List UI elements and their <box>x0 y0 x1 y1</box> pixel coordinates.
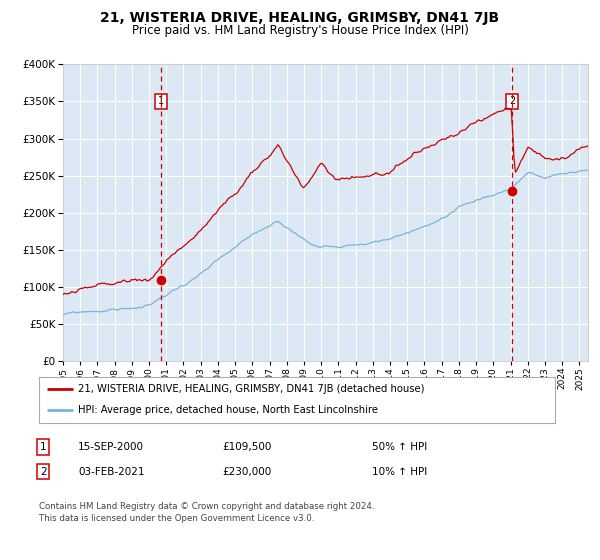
Text: 50% ↑ HPI: 50% ↑ HPI <box>372 442 427 452</box>
Text: Contains HM Land Registry data © Crown copyright and database right 2024.
This d: Contains HM Land Registry data © Crown c… <box>39 502 374 522</box>
Text: £109,500: £109,500 <box>222 442 271 452</box>
Text: HPI: Average price, detached house, North East Lincolnshire: HPI: Average price, detached house, Nort… <box>77 405 378 416</box>
Text: £230,000: £230,000 <box>222 466 271 477</box>
Text: 15-SEP-2000: 15-SEP-2000 <box>78 442 144 452</box>
Text: Price paid vs. HM Land Registry's House Price Index (HPI): Price paid vs. HM Land Registry's House … <box>131 24 469 36</box>
Text: 1: 1 <box>158 96 164 106</box>
Text: 03-FEB-2021: 03-FEB-2021 <box>78 466 145 477</box>
Text: 1: 1 <box>40 442 47 452</box>
Text: 21, WISTERIA DRIVE, HEALING, GRIMSBY, DN41 7JB: 21, WISTERIA DRIVE, HEALING, GRIMSBY, DN… <box>100 11 500 25</box>
Text: 21, WISTERIA DRIVE, HEALING, GRIMSBY, DN41 7JB (detached house): 21, WISTERIA DRIVE, HEALING, GRIMSBY, DN… <box>77 384 424 394</box>
Text: 2: 2 <box>509 96 515 106</box>
Text: 2: 2 <box>40 466 47 477</box>
Text: 10% ↑ HPI: 10% ↑ HPI <box>372 466 427 477</box>
